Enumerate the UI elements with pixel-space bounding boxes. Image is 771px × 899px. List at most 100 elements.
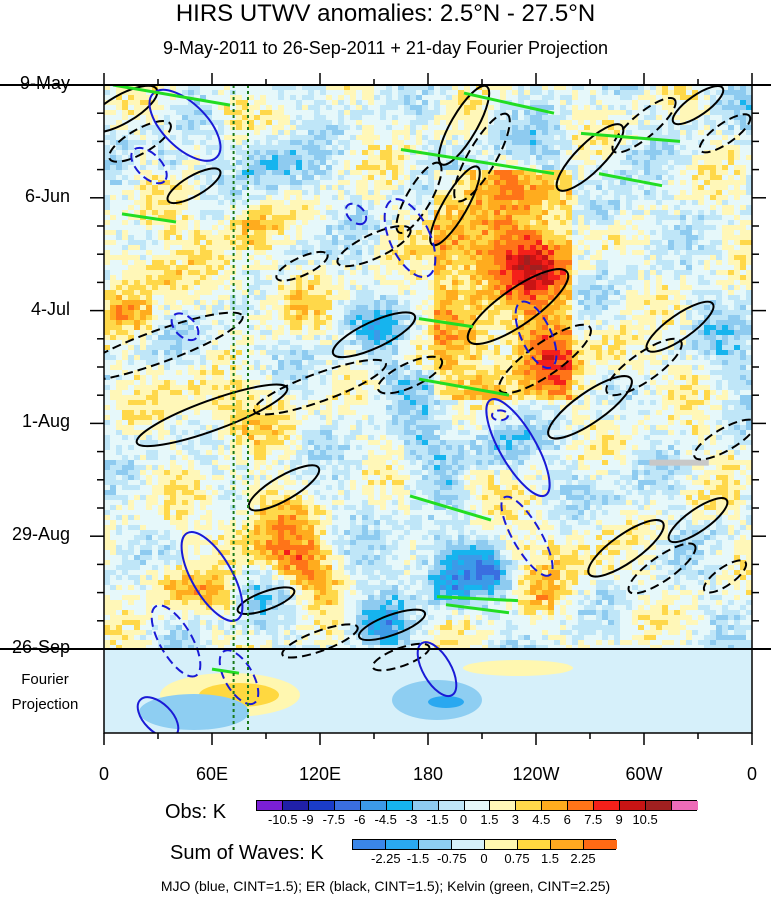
obs-cell bbox=[500, 225, 507, 231]
obs-cell bbox=[392, 135, 399, 141]
obs-cell bbox=[398, 180, 405, 186]
obs-cell bbox=[668, 225, 675, 231]
obs-cell bbox=[170, 255, 177, 261]
obs-cell bbox=[482, 145, 489, 151]
obs-cell bbox=[542, 125, 549, 131]
obs-cell bbox=[500, 160, 507, 166]
obs-cell bbox=[578, 85, 585, 91]
obs-cell bbox=[206, 270, 213, 276]
obs-cell bbox=[182, 110, 189, 116]
obs-cell bbox=[332, 290, 339, 296]
obs-cell bbox=[506, 305, 513, 311]
obs-cell bbox=[290, 270, 297, 276]
obs-cell bbox=[182, 120, 189, 126]
obs-cell bbox=[362, 245, 369, 251]
obs-cell bbox=[290, 285, 297, 291]
obs-cell bbox=[302, 210, 309, 216]
obs-cell bbox=[434, 260, 441, 266]
obs-cell bbox=[614, 90, 621, 96]
obs-cell bbox=[692, 175, 699, 181]
obs-cell bbox=[518, 155, 525, 161]
obs-cell bbox=[188, 135, 195, 141]
obs-cell bbox=[380, 135, 387, 141]
obs-cell bbox=[410, 275, 417, 281]
obs-cell bbox=[368, 115, 375, 121]
obs-cell bbox=[104, 135, 111, 141]
obs-cell bbox=[410, 130, 417, 136]
obs-cell bbox=[158, 280, 165, 286]
obs-cell bbox=[536, 230, 543, 236]
obs-cell bbox=[626, 305, 633, 311]
obs-cell bbox=[584, 205, 591, 211]
obs-cell bbox=[506, 265, 513, 271]
obs-cell bbox=[668, 290, 675, 296]
obs-cell bbox=[434, 190, 441, 196]
obs-cell bbox=[716, 220, 723, 226]
obs-cell bbox=[584, 95, 591, 101]
obs-cell bbox=[632, 245, 639, 251]
obs-cell bbox=[302, 100, 309, 106]
obs-cell bbox=[182, 135, 189, 141]
obs-cell bbox=[176, 190, 183, 196]
obs-cell bbox=[404, 160, 411, 166]
obs-cell bbox=[176, 185, 183, 191]
obs-cell bbox=[356, 260, 363, 266]
obs-cell bbox=[746, 235, 752, 241]
obs-cell bbox=[368, 280, 375, 286]
obs-cell bbox=[716, 100, 723, 106]
obs-cell bbox=[584, 105, 591, 111]
obs-cell bbox=[602, 110, 609, 116]
obs-cell bbox=[722, 205, 729, 211]
obs-cell bbox=[380, 280, 387, 286]
obs-cell bbox=[512, 90, 519, 96]
obs-cell bbox=[320, 95, 327, 101]
obs-cell bbox=[662, 240, 669, 246]
obs-cell bbox=[746, 85, 752, 91]
obs-cell bbox=[176, 215, 183, 221]
obs-cell bbox=[212, 200, 219, 206]
obs-cell bbox=[206, 265, 213, 271]
obs-cell bbox=[542, 205, 549, 211]
obs-cell bbox=[374, 250, 381, 256]
obs-cell bbox=[680, 300, 687, 306]
obs-cell bbox=[410, 265, 417, 271]
obs-cell bbox=[278, 125, 285, 131]
obs-cell bbox=[668, 105, 675, 111]
obs-cell bbox=[386, 150, 393, 156]
obs-cell bbox=[518, 200, 525, 206]
obs-cell bbox=[188, 305, 195, 311]
obs-cell bbox=[206, 105, 213, 111]
obs-cell bbox=[260, 205, 267, 211]
obs-cell bbox=[614, 235, 621, 241]
obs-cell bbox=[536, 105, 543, 111]
obs-cell bbox=[572, 215, 579, 221]
obs-cell bbox=[716, 135, 723, 141]
obs-cell bbox=[326, 105, 333, 111]
obs-cell bbox=[698, 230, 705, 236]
obs-cell bbox=[596, 120, 603, 126]
obs-cell bbox=[248, 170, 255, 176]
obs-cell bbox=[674, 115, 681, 121]
obs-cell bbox=[602, 85, 609, 91]
obs-cell bbox=[734, 255, 741, 261]
obs-cell bbox=[104, 115, 111, 121]
obs-cell bbox=[398, 305, 405, 311]
obs-cell bbox=[290, 145, 297, 151]
obs-cell bbox=[596, 305, 603, 311]
obs-cell bbox=[482, 105, 489, 111]
obs-cell bbox=[254, 195, 261, 201]
obs-cell bbox=[440, 235, 447, 241]
obs-cell bbox=[602, 255, 609, 261]
obs-cell bbox=[200, 160, 207, 166]
obs-cell bbox=[578, 275, 585, 281]
obs-cell bbox=[194, 215, 201, 221]
obs-cell bbox=[428, 215, 435, 221]
obs-cell bbox=[146, 250, 153, 256]
obs-cell bbox=[320, 265, 327, 271]
obs-cell bbox=[548, 265, 555, 271]
obs-cell bbox=[266, 175, 273, 181]
obs-cell bbox=[200, 145, 207, 151]
obs-cell bbox=[428, 175, 435, 181]
obs-cell bbox=[200, 150, 207, 156]
obs-cell bbox=[140, 275, 147, 281]
